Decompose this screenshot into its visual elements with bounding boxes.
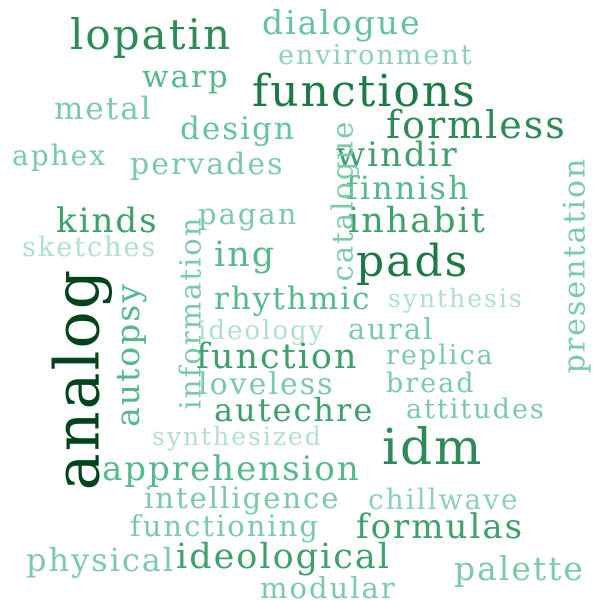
word-sketches: sketches (22, 232, 158, 263)
word-catalogue: catalogue (325, 119, 360, 282)
word-design: design (180, 111, 296, 147)
word-chillwave: chillwave (368, 483, 520, 516)
word-windir: windir (336, 135, 459, 175)
word-pervades: pervades (130, 147, 285, 182)
word-idm: idm (382, 418, 484, 476)
word-synthesis: synthesis (388, 284, 524, 313)
word-ideological: ideological (176, 537, 391, 577)
word-attitudes: attitudes (406, 394, 546, 425)
word-physical: physical (26, 541, 176, 579)
word-palette: palette (454, 549, 585, 588)
word-formless: formless (386, 103, 567, 147)
word-intelligence: intelligence (144, 481, 341, 515)
word-presentation: presentation (557, 156, 593, 374)
word-pads: pads (356, 236, 470, 287)
word-modular: modular (260, 571, 397, 600)
word-apprehension: apprehension (102, 449, 361, 489)
word-information: information (173, 215, 208, 410)
word-rhythmic: rhythmic (214, 281, 372, 317)
word-metal: metal (54, 91, 153, 127)
word-warp: warp (142, 59, 230, 95)
word-functioning: functioning (130, 509, 320, 543)
word-aural: aural (348, 312, 435, 346)
word-ing: ing (214, 235, 277, 275)
word-replica: replica (386, 340, 495, 371)
word-lopatin: lopatin (70, 10, 233, 59)
word-aphex: aphex (12, 139, 108, 172)
word-ideology: ideology (198, 316, 326, 346)
word-loveless: loveless (198, 367, 335, 402)
word-function: function (196, 337, 359, 377)
word-environment: environment (278, 40, 474, 71)
word-synthesized: synthesized (152, 422, 323, 451)
word-autopsy: autopsy (107, 282, 147, 427)
word-dialogue: dialogue (262, 3, 422, 42)
word-autechre: autechre (214, 391, 375, 429)
word-analog: analog (40, 267, 114, 491)
word-functions: functions (252, 66, 477, 117)
word-formulas: formulas (356, 507, 525, 547)
word-pagan: pagan (198, 197, 299, 231)
word-kinds: kinds (56, 201, 159, 241)
word-inhabit: inhabit (348, 201, 487, 241)
word-bread: bread (386, 368, 476, 399)
word-finnish: finnish (346, 169, 471, 207)
